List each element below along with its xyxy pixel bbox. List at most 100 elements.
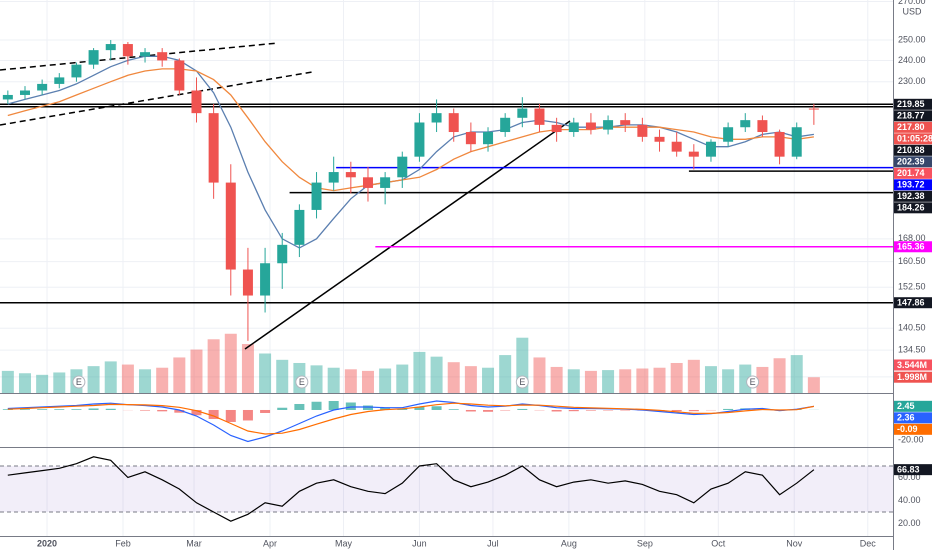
- volume-bar: [704, 366, 717, 393]
- candle-body: [157, 52, 168, 61]
- value-box: [894, 464, 932, 476]
- macd-histogram: [157, 409, 168, 412]
- macd-histogram: [414, 406, 425, 410]
- macd-histogram: [19, 409, 30, 410]
- candle-body: [140, 52, 151, 57]
- candle-body: [345, 172, 356, 178]
- volume-bar: [533, 357, 546, 393]
- volume-bar: [207, 339, 220, 393]
- volume-bar: [344, 369, 357, 393]
- value-box: [894, 412, 932, 424]
- y-tick-label: 168.00: [898, 233, 926, 243]
- value-box-label: 1.998M: [897, 372, 927, 382]
- value-box-label: 2.36: [897, 413, 915, 423]
- volume-bar: [53, 372, 66, 393]
- x-tick-label: Oct: [711, 538, 726, 548]
- volume-bar: [224, 333, 237, 393]
- candle-body: [465, 132, 476, 145]
- y-tick-label: 160.50: [898, 256, 926, 266]
- volume-bar: [636, 368, 649, 393]
- candle-body: [105, 44, 116, 51]
- macd-histogram: [483, 409, 494, 412]
- volume-bar: [36, 374, 49, 393]
- volume-bar: [430, 356, 443, 393]
- value-box: [894, 121, 932, 133]
- volume-bar: [173, 357, 186, 393]
- x-tick-label: Feb: [115, 538, 131, 548]
- rsi-line: [7, 456, 815, 522]
- candle-body: [225, 182, 236, 270]
- value-box: [894, 179, 932, 191]
- x-tick-label: Jun: [412, 538, 427, 548]
- earnings-marker: [746, 375, 760, 389]
- volume-bar: [773, 358, 786, 393]
- x-tick-label: Jul: [487, 538, 499, 548]
- value-box-label: 210.88: [897, 145, 925, 155]
- candle-body: [620, 120, 631, 125]
- volume-bar: [104, 361, 117, 393]
- candle-body: [208, 113, 219, 183]
- candle-body: [380, 177, 391, 188]
- macd-histogram: [191, 409, 202, 416]
- value-box-label: 66.83: [897, 465, 920, 475]
- candle-body: [122, 44, 133, 57]
- volume-bar: [379, 368, 392, 393]
- value-box-label: 184.26: [897, 203, 925, 213]
- candle-body: [311, 182, 322, 210]
- macd-histogram: [585, 409, 596, 411]
- candle-layer: [2, 40, 819, 341]
- price-axis-bg: [894, 0, 932, 550]
- volume-bar: [567, 369, 580, 393]
- value-box: [894, 144, 932, 156]
- value-box-label: 192.38: [897, 191, 925, 201]
- macd-histogram: [328, 400, 339, 410]
- moving-average: [7, 55, 814, 249]
- candle-body: [671, 141, 682, 152]
- macd-histogram: [105, 408, 116, 410]
- earnings-label: E: [750, 377, 756, 387]
- candle-body: [414, 122, 425, 157]
- value-box: [894, 423, 932, 435]
- volume-bar: [550, 366, 563, 393]
- macd-histogram: [294, 403, 305, 410]
- volume-bar: [156, 367, 169, 393]
- value-box-label: 01:05:28: [897, 134, 932, 144]
- candle-body: [808, 108, 819, 110]
- candle-body: [517, 108, 528, 118]
- volume-bar: [121, 364, 134, 393]
- y-tick-label: 240.00: [898, 55, 926, 65]
- candle-body: [71, 64, 82, 78]
- macd-histogram: [397, 408, 408, 410]
- candle-body: [54, 77, 65, 84]
- volume-bar: [602, 370, 615, 393]
- moving-average-layer: [7, 55, 814, 249]
- volume-bar: [756, 366, 769, 393]
- candle-body: [242, 269, 253, 296]
- volume-bar: [87, 366, 100, 393]
- value-box-label: 202.39: [897, 157, 925, 167]
- trend-line: [244, 120, 571, 350]
- y-tick-label: 134.50: [898, 344, 926, 354]
- dashed-channel-line: [0, 71, 313, 126]
- candle-body: [2, 94, 13, 100]
- volume-bar: [190, 349, 203, 393]
- macd-histogram: [380, 408, 391, 410]
- candle-body: [191, 90, 202, 114]
- value-box: [894, 190, 932, 202]
- candle-body: [37, 83, 48, 91]
- x-tick-label: Sep: [637, 538, 653, 548]
- candle-body: [568, 122, 579, 133]
- candle-body: [88, 50, 99, 65]
- rsi-tick-label: 20.00: [898, 518, 921, 528]
- macd-histogram: [88, 408, 99, 410]
- volume-bar: [139, 369, 152, 393]
- axis-layer: 2020 Feb Mar Apr May Jun Jul Aug Sep Oct Nov Dec 270…: [37, 0, 932, 548]
- candle-body: [328, 172, 339, 183]
- x-tick-label: Apr: [263, 538, 277, 548]
- x-tick-label: May: [335, 538, 353, 548]
- macd-signal-line: [7, 402, 815, 435]
- macd-histogram: [431, 406, 442, 410]
- candle-body: [705, 141, 716, 157]
